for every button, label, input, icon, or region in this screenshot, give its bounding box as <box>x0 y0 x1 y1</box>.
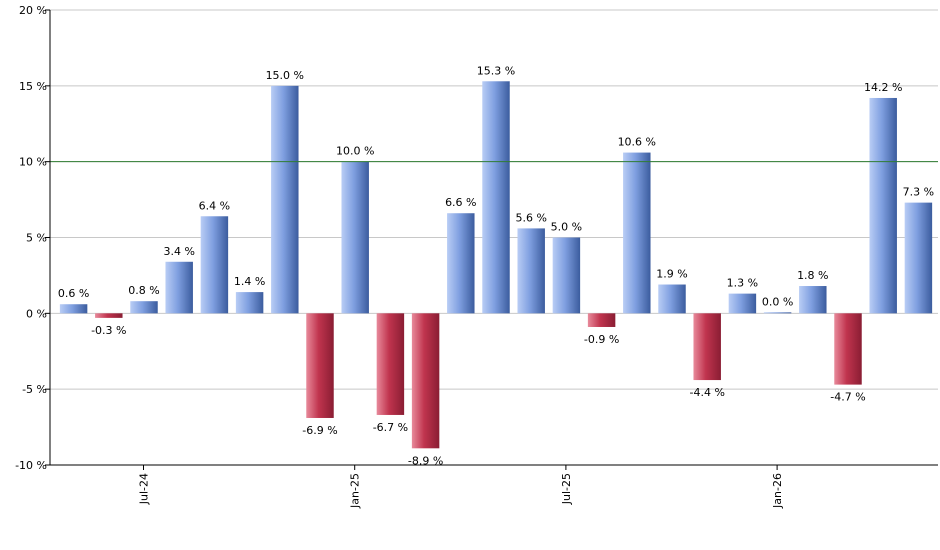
x-tick-label: Jul-24 <box>138 473 151 505</box>
bar <box>693 313 721 381</box>
bar <box>799 286 827 314</box>
y-tick-label: 20 % <box>19 4 47 17</box>
bar <box>200 216 229 314</box>
data-label: 1.9 % <box>656 268 687 281</box>
x-tick-label: Jul-25 <box>560 473 573 505</box>
bar <box>728 293 757 314</box>
bar <box>904 202 933 314</box>
bar <box>658 284 686 314</box>
bar <box>271 85 299 314</box>
data-label: 6.4 % <box>199 199 230 212</box>
data-label: 0.8 % <box>128 284 159 297</box>
data-label: -8.9 % <box>408 454 443 467</box>
bar <box>763 312 792 314</box>
bar <box>376 313 405 415</box>
data-label: -6.9 % <box>302 424 337 437</box>
data-label: 6.6 % <box>445 196 476 209</box>
bar <box>341 161 369 314</box>
data-labels: 0.6 % -0.3 % 0.8 % 3.4 % 6.4 % 1.4 % 15.0 % -6.… <box>58 64 934 467</box>
x-tick-label: Jan-26 <box>771 473 784 509</box>
bar <box>587 313 616 327</box>
bar <box>623 152 651 314</box>
data-label: 0.0 % <box>762 295 793 308</box>
y-tick-label: 15 % <box>19 80 47 93</box>
bar <box>447 213 475 314</box>
data-label: 10.0 % <box>336 145 374 158</box>
data-label: -0.9 % <box>584 333 619 346</box>
data-label: 14.2 % <box>864 81 902 94</box>
data-label: 5.6 % <box>515 211 546 224</box>
y-tick-label: -10 % <box>15 459 47 472</box>
bar <box>306 313 334 418</box>
data-label: 1.4 % <box>234 275 265 288</box>
bars <box>59 81 933 449</box>
data-label: 1.8 % <box>797 269 828 282</box>
y-tick-label: 5 % <box>26 232 47 245</box>
data-label: -4.4 % <box>689 386 724 399</box>
bar <box>130 301 158 314</box>
bar <box>482 81 510 314</box>
data-label: 5.0 % <box>551 221 582 234</box>
axes: -10 % -5 % 0 % 5 % 10 % 15 % 20 % Jul-24 Jan-25 J… <box>15 4 938 509</box>
bar <box>834 313 862 385</box>
y-tick-label: -5 % <box>22 383 47 396</box>
bar <box>517 228 545 314</box>
y-tick-label: 10 % <box>19 156 47 169</box>
bar <box>411 313 440 449</box>
bar <box>165 261 193 314</box>
data-label: -6.7 % <box>373 421 408 434</box>
bar <box>869 97 897 314</box>
bar <box>552 237 581 314</box>
data-label: 7.3 % <box>903 186 934 199</box>
data-label: 15.3 % <box>477 64 515 77</box>
x-tick-label: Jan-25 <box>349 473 362 509</box>
data-label: 15.0 % <box>266 69 304 82</box>
data-label: 0.6 % <box>58 287 89 300</box>
data-label: 3.4 % <box>163 245 194 258</box>
data-label: 10.6 % <box>618 136 656 149</box>
bar <box>95 313 123 318</box>
bar <box>235 292 264 314</box>
data-label: -4.7 % <box>830 391 865 404</box>
data-label: -0.3 % <box>91 324 126 337</box>
y-tick-label: 0 % <box>26 307 47 320</box>
data-label: 1.3 % <box>727 277 758 290</box>
bar <box>59 304 88 314</box>
